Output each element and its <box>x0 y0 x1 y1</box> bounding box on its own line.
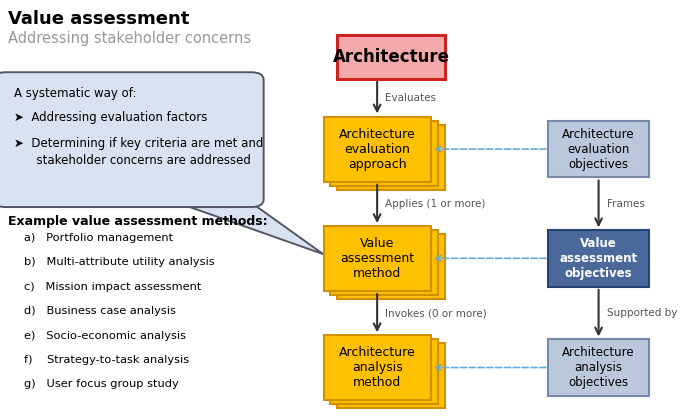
Text: c)   Mission impact assessment: c) Mission impact assessment <box>24 282 201 292</box>
Text: A systematic way of:: A systematic way of: <box>14 87 136 100</box>
Text: Architecture
evaluation
approach: Architecture evaluation approach <box>339 128 415 171</box>
FancyBboxPatch shape <box>548 121 649 177</box>
Text: a)   Portfolio management: a) Portfolio management <box>24 233 173 243</box>
Text: ➤  Addressing evaluation factors: ➤ Addressing evaluation factors <box>14 111 207 124</box>
FancyBboxPatch shape <box>338 234 445 299</box>
FancyBboxPatch shape <box>548 339 649 396</box>
Text: f)    Strategy-to-task analysis: f) Strategy-to-task analysis <box>24 355 190 365</box>
Text: Architecture
evaluation
objectives: Architecture evaluation objectives <box>563 128 635 171</box>
Text: b)   Multi-attribute utility analysis: b) Multi-attribute utility analysis <box>24 257 215 268</box>
FancyBboxPatch shape <box>331 339 438 404</box>
Text: Value
assessment
objectives: Value assessment objectives <box>560 237 637 280</box>
FancyBboxPatch shape <box>323 335 430 400</box>
Text: Invokes (0 or more): Invokes (0 or more) <box>385 308 487 318</box>
Text: Applies (1 or more): Applies (1 or more) <box>385 199 486 209</box>
Text: e)   Socio-economic analysis: e) Socio-economic analysis <box>24 331 186 341</box>
FancyBboxPatch shape <box>337 35 444 79</box>
Text: Supported by: Supported by <box>607 308 677 318</box>
FancyBboxPatch shape <box>338 125 445 190</box>
Text: g)   User focus group study: g) User focus group study <box>24 379 179 389</box>
FancyBboxPatch shape <box>338 344 445 408</box>
FancyBboxPatch shape <box>323 226 430 291</box>
Text: Value assessment: Value assessment <box>8 10 190 29</box>
Text: Value
assessment
method: Value assessment method <box>340 237 415 280</box>
Text: Example value assessment methods:: Example value assessment methods: <box>8 215 268 228</box>
Text: d)   Business case analysis: d) Business case analysis <box>24 306 176 316</box>
Text: Frames: Frames <box>607 199 645 209</box>
FancyBboxPatch shape <box>323 116 430 181</box>
FancyBboxPatch shape <box>548 230 649 286</box>
Text: Architecture: Architecture <box>332 48 450 66</box>
FancyBboxPatch shape <box>331 121 438 186</box>
Text: ➤  Determining if key criteria are met and
      stakeholder concerns are addres: ➤ Determining if key criteria are met an… <box>14 136 263 166</box>
Text: Architecture
analysis
method: Architecture analysis method <box>339 346 415 389</box>
Text: Evaluates: Evaluates <box>385 93 437 102</box>
Polygon shape <box>166 199 323 254</box>
FancyBboxPatch shape <box>331 230 438 295</box>
FancyBboxPatch shape <box>0 72 264 207</box>
Text: Addressing stakeholder concerns: Addressing stakeholder concerns <box>8 32 251 47</box>
Text: Architecture
analysis
objectives: Architecture analysis objectives <box>563 346 635 389</box>
